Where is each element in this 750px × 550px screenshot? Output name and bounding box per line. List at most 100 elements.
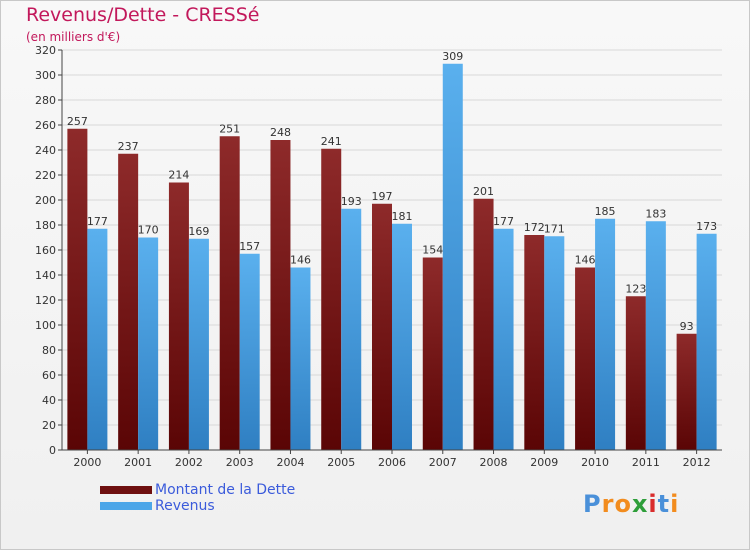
logo-letter: o (614, 490, 632, 518)
x-tick-label: 2001 (124, 456, 152, 469)
y-tick-label: 160 (35, 244, 56, 257)
data-label-revenus: 170 (138, 224, 159, 237)
legend-swatch-revenus (100, 502, 152, 510)
bar-dette (168, 182, 189, 450)
bar-dette (625, 296, 646, 450)
bar-revenus (341, 208, 362, 450)
bar-dette (473, 198, 494, 450)
bar-revenus (138, 237, 159, 450)
data-label-dette: 248 (270, 126, 291, 139)
y-tick-label: 200 (35, 194, 56, 207)
bar-revenus (188, 238, 209, 450)
logo-letter: i (670, 490, 680, 518)
y-tick-label: 100 (35, 319, 56, 332)
y-tick-label: 180 (35, 219, 56, 232)
bar-revenus (544, 236, 565, 450)
data-label-dette: 146 (575, 254, 596, 267)
bar-revenus (442, 63, 463, 450)
logo-letter: r (601, 490, 615, 518)
data-label-dette: 123 (625, 282, 646, 295)
bar-dette (118, 153, 139, 450)
data-label-revenus: 157 (239, 240, 260, 253)
bar-revenus (645, 221, 666, 450)
data-label-dette: 251 (219, 122, 240, 135)
y-tick-label: 320 (35, 44, 56, 57)
x-tick-label: 2000 (73, 456, 101, 469)
data-label-dette: 214 (168, 169, 189, 182)
data-label-revenus: 193 (341, 195, 362, 208)
logo-letter: t (657, 490, 671, 518)
data-label-revenus: 169 (188, 225, 209, 238)
bar-revenus (493, 228, 514, 450)
x-tick-label: 2003 (226, 456, 254, 469)
bar-dette (321, 148, 342, 450)
y-tick-label: 80 (42, 344, 56, 357)
bar-chart: 0 20 40 60 80 100 120 140 160 180 200 220 240 260 280 3… (35, 44, 722, 469)
y-tick-label: 140 (35, 269, 56, 282)
data-label-revenus: 177 (87, 215, 108, 228)
data-label-dette: 237 (118, 140, 139, 153)
data-label-dette: 197 (372, 190, 393, 203)
y-tick-label: 0 (49, 444, 56, 457)
bar-revenus (239, 253, 260, 450)
y-tick-label: 120 (35, 294, 56, 307)
y-tick-label: 280 (35, 94, 56, 107)
data-label-revenus: 146 (290, 254, 311, 267)
chart-title: Revenus/Dette - CRESSé (26, 4, 260, 26)
bar-revenus (595, 218, 616, 450)
bar-dette (270, 140, 291, 450)
chart-subtitle: (en milliers d'€) (26, 30, 121, 44)
x-tick-label: 2011 (632, 456, 660, 469)
x-tick-label: 2012 (683, 456, 711, 469)
x-tick-label: 2004 (276, 456, 304, 469)
legend-label-revenus: Revenus (155, 498, 215, 514)
labels: 0 20 40 60 80 100 120 140 160 180 200 220 240 260 280 3… (35, 44, 717, 469)
logo-letter: P (583, 490, 602, 518)
logo-letter: x (631, 490, 649, 518)
bar-dette (219, 136, 240, 450)
x-tick-label: 2008 (480, 456, 508, 469)
y-tick-label: 240 (35, 144, 56, 157)
data-label-dette: 257 (67, 115, 88, 128)
y-tick-label: 220 (35, 169, 56, 182)
x-tick-label: 2010 (581, 456, 609, 469)
x-tick-label: 2002 (175, 456, 203, 469)
bar-dette (422, 257, 443, 450)
y-tick-label: 260 (35, 119, 56, 132)
bar-dette (575, 267, 596, 450)
y-tick-label: 40 (42, 394, 56, 407)
x-tick-label: 2009 (530, 456, 558, 469)
data-label-revenus: 177 (493, 215, 514, 228)
y-tick-label: 20 (42, 419, 56, 432)
data-label-revenus: 309 (442, 50, 463, 63)
y-tick-label: 300 (35, 69, 56, 82)
bar-revenus (87, 228, 108, 450)
x-tick-label: 2005 (327, 456, 355, 469)
data-label-dette: 93 (680, 320, 694, 333)
data-label-revenus: 183 (645, 207, 666, 220)
axes (58, 49, 722, 454)
bars (67, 63, 717, 450)
data-label-dette: 241 (321, 135, 342, 148)
data-label-revenus: 171 (544, 222, 565, 235)
data-label-revenus: 181 (392, 210, 413, 223)
legend-label-dette: Montant de la Dette (155, 482, 296, 498)
bar-revenus (290, 267, 311, 450)
legend-swatch-dette (100, 486, 152, 494)
x-tick-label: 2006 (378, 456, 406, 469)
data-label-dette: 201 (473, 185, 494, 198)
bar-dette (676, 333, 697, 450)
bar-dette (372, 203, 392, 450)
bar-dette (67, 128, 88, 450)
data-label-dette: 154 (422, 244, 443, 257)
data-label-revenus: 185 (595, 205, 616, 218)
logo-letter: i (648, 490, 658, 518)
y-tick-label: 60 (42, 369, 56, 382)
proxiti-logo: Proxiti (583, 490, 679, 518)
data-label-revenus: 173 (696, 220, 717, 233)
bar-revenus (696, 233, 717, 450)
bar-revenus (392, 223, 412, 450)
bar-dette (524, 235, 545, 450)
x-tick-label: 2007 (429, 456, 457, 469)
data-label-dette: 172 (524, 221, 545, 234)
